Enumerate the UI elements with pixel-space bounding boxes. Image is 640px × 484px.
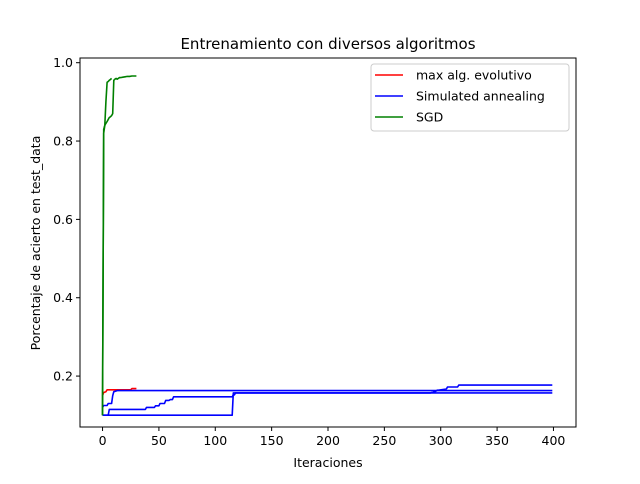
x-axis-label: Iteraciones bbox=[293, 455, 362, 470]
legend-label: Simulated annealing bbox=[416, 89, 545, 104]
x-tick-label: 250 bbox=[372, 433, 396, 448]
x-tick-label: 100 bbox=[203, 433, 227, 448]
series-line-4 bbox=[101, 75, 137, 416]
y-tick-label: 0.8 bbox=[53, 134, 73, 149]
x-tick-label: 300 bbox=[429, 433, 453, 448]
series-line-0 bbox=[101, 387, 137, 396]
x-tick-label: 50 bbox=[151, 433, 167, 448]
plot-series-group bbox=[101, 75, 553, 416]
y-axis-label: Porcentaje de acierto en test_data bbox=[28, 136, 43, 351]
x-axis: 0 50 100 150 200 250 300 350 400 bbox=[99, 427, 566, 448]
legend-box bbox=[370, 63, 570, 132]
legend-label: max alg. evolutivo bbox=[416, 68, 532, 83]
y-tick-label: 0.6 bbox=[53, 212, 73, 227]
legend-label: SGD bbox=[416, 110, 443, 125]
series-line-3 bbox=[102, 392, 553, 416]
x-tick-label: 150 bbox=[260, 433, 284, 448]
y-axis: 0.2 0.4 0.6 0.8 1.0 bbox=[53, 55, 80, 384]
x-tick-label: 0 bbox=[99, 433, 107, 448]
series-line-5 bbox=[101, 77, 113, 416]
x-tick-label: 200 bbox=[316, 433, 340, 448]
y-tick-label: 1.0 bbox=[53, 55, 73, 70]
chart-title: Entrenamiento con diversos algoritmos bbox=[180, 35, 475, 53]
legend: max alg. evolutivo Simulated annealing SGD bbox=[370, 63, 570, 132]
x-tick-label: 400 bbox=[542, 433, 566, 448]
y-tick-label: 0.2 bbox=[53, 369, 73, 384]
x-tick-label: 350 bbox=[485, 433, 509, 448]
series-line-2 bbox=[102, 384, 553, 416]
series-line-1 bbox=[101, 389, 553, 408]
y-tick-label: 0.4 bbox=[53, 290, 73, 305]
